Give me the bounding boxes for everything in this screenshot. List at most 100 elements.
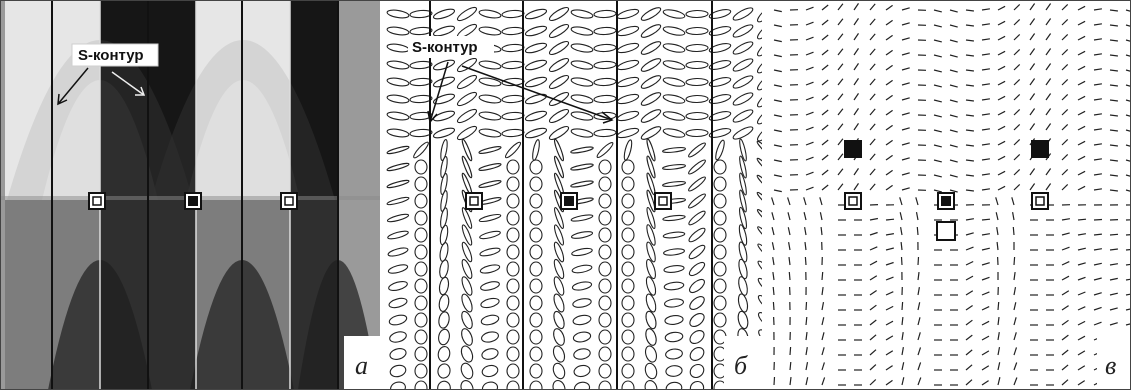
director-ellipse: [664, 315, 684, 325]
director-ellipse: [409, 26, 433, 36]
director-vector: [981, 23, 990, 26]
director-vector: [773, 114, 782, 118]
director-ellipse: [689, 296, 705, 310]
director-vector: [901, 187, 910, 191]
director-ellipse: [548, 40, 570, 56]
director-vector: [1093, 8, 1102, 11]
director-vector: [869, 168, 876, 176]
director-vector: [1045, 3, 1052, 11]
director-vector: [1077, 35, 1086, 41]
director-vector: [997, 65, 1006, 71]
director-vector: [885, 169, 893, 176]
director-ellipse: [456, 108, 478, 124]
director-vector: [981, 335, 990, 341]
director-vector: [869, 138, 876, 146]
singular-point-marker-inner: [564, 196, 574, 206]
director-vector: [1109, 129, 1118, 132]
director-vector: [885, 247, 894, 251]
director-vector: [1029, 63, 1036, 71]
director-ellipse: [432, 25, 456, 37]
director-vector: [1093, 292, 1102, 296]
director-vector: [1109, 248, 1118, 251]
director-ellipse: [414, 261, 428, 277]
director-vector: [901, 7, 910, 11]
director-vector: [805, 156, 814, 161]
panel-a-callout-arrow-left: [57, 67, 89, 105]
director-vector: [1109, 263, 1118, 266]
director-ellipse: [437, 363, 451, 379]
director-vector: [805, 51, 814, 56]
director-vector: [885, 305, 894, 311]
director-ellipse: [387, 247, 409, 257]
director-ellipse: [739, 206, 747, 230]
director-vector: [853, 3, 859, 11]
director-ellipse: [621, 278, 635, 294]
director-ellipse: [664, 331, 684, 343]
director-ellipse: [732, 109, 754, 123]
director-vector: [981, 38, 990, 41]
director-vector: [1011, 197, 1015, 206]
director-vector: [805, 361, 809, 371]
director-ellipse: [548, 74, 570, 90]
director-ellipse: [461, 276, 473, 296]
director-vector: [997, 35, 1006, 41]
director-vector: [1093, 188, 1102, 191]
director-vector: [965, 114, 974, 117]
director-ellipse: [596, 142, 614, 158]
director-ellipse: [414, 380, 428, 390]
director-vector: [1012, 226, 1015, 236]
director-ellipse: [409, 77, 433, 87]
director-vector: [981, 98, 990, 101]
director-vector: [901, 112, 910, 116]
director-ellipse: [480, 314, 500, 326]
director-vector: [917, 272, 920, 281]
director-vector: [1125, 69, 1131, 72]
director-vector: [789, 377, 792, 386]
director-vector: [820, 227, 823, 236]
director-vector: [1093, 306, 1102, 311]
director-ellipse: [662, 164, 686, 170]
director-vector: [821, 4, 829, 11]
director-ellipse: [663, 281, 685, 291]
director-vector: [1109, 174, 1118, 177]
director-vector: [997, 362, 1001, 371]
director-ellipse: [461, 224, 473, 246]
director-vector: [805, 81, 814, 86]
director-vector: [1013, 48, 1021, 56]
director-ellipse: [646, 189, 656, 213]
director-ellipse: [665, 381, 683, 390]
director-vector: [1013, 332, 1017, 341]
director-ellipse: [529, 261, 543, 277]
director-vector: [997, 110, 1006, 116]
director-vector: [885, 109, 893, 116]
director-ellipse: [689, 312, 705, 328]
director-vector: [869, 246, 878, 251]
director-vector: [1077, 247, 1086, 251]
director-vector: [773, 189, 782, 193]
director-ellipse: [432, 93, 456, 105]
director-ellipse: [688, 210, 706, 226]
director-vector: [1013, 108, 1021, 116]
panel-b-letter-box: б: [724, 336, 762, 390]
director-vector: [787, 197, 791, 206]
director-vector: [1061, 18, 1069, 26]
director-vector: [869, 3, 876, 11]
singular-point-marker-inner: [941, 196, 951, 206]
director-ellipse: [480, 297, 500, 309]
director-vector: [821, 377, 826, 386]
director-ellipse: [387, 230, 409, 240]
director-vector: [933, 129, 942, 133]
panel-b-column-lines: [429, 0, 713, 390]
director-vector: [1045, 183, 1052, 191]
director-vector: [1077, 95, 1086, 101]
director-vector: [821, 169, 829, 176]
director-vector: [821, 19, 829, 26]
director-vector: [949, 54, 958, 58]
director-ellipse: [688, 142, 706, 158]
director-ellipse: [570, 60, 594, 70]
director-vector: [885, 276, 894, 281]
director-ellipse: [461, 155, 473, 179]
director-ellipse: [646, 258, 656, 280]
director-vector: [1109, 189, 1118, 192]
director-vector: [1013, 3, 1021, 11]
